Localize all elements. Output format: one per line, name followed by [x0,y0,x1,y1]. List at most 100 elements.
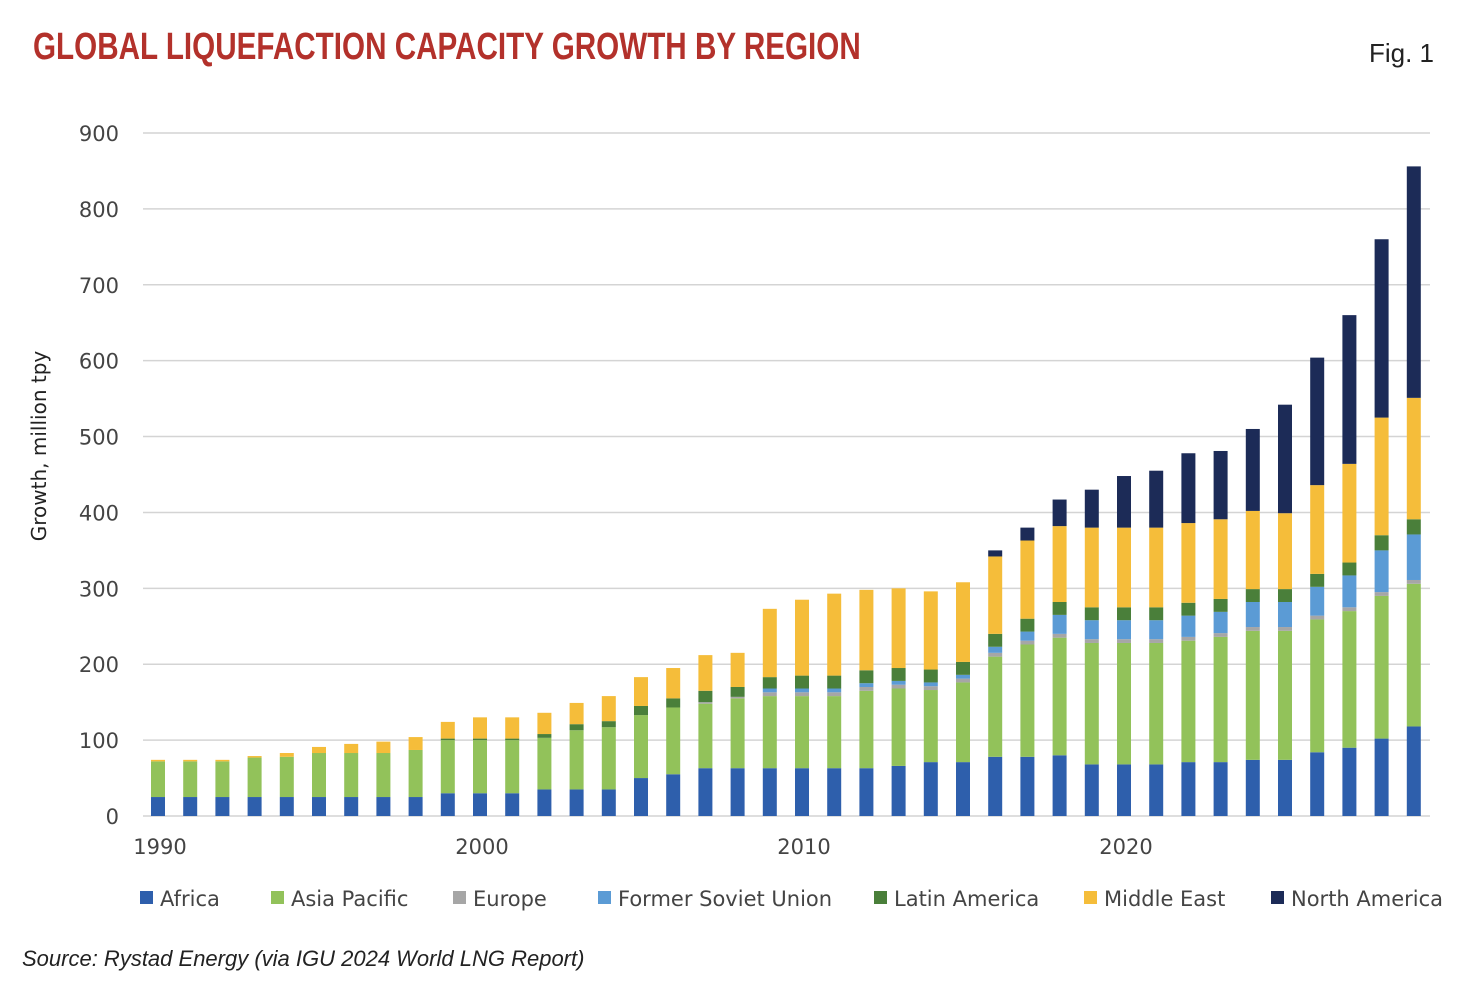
bar-segment-asia-pacific [440,740,455,794]
bar-stack-1994 [279,753,294,816]
bar-segment-asia-pacific [569,730,584,790]
bar-segment-former-soviet-union [1084,620,1099,640]
bar-stack-1992 [215,759,230,816]
bar-stack-2013 [891,588,906,816]
bar-segment-africa [666,774,681,816]
bar-segment-former-soviet-union [1310,586,1325,616]
bar-segment-north-america [1149,470,1164,528]
bar-segment-europe [1310,615,1325,620]
bar-segment-former-soviet-union [1342,575,1357,608]
bar-segment-middle-east [1278,513,1292,590]
bar-segment-asia-pacific [1117,642,1131,765]
bar-segment-middle-east [762,608,777,678]
bar-segment-asia-pacific [1181,640,1196,763]
bar-segment-africa [1374,738,1389,816]
bar-segment-africa [1245,759,1260,816]
bar-segment-middle-east [1374,417,1389,536]
bar-segment-africa [795,768,809,816]
bar-segment-asia-pacific [1213,636,1228,763]
bar-segment-former-soviet-union [859,683,874,687]
legend-item: Europe [453,887,547,911]
bar-segment-former-soviet-union [1278,601,1292,628]
bar-stack-2015 [956,582,970,816]
bar-stack-1996 [344,743,359,816]
bar-segment-north-america [1310,357,1325,486]
bar-segment-asia-pacific [1342,611,1357,748]
bar-segment-former-soviet-union [795,688,809,693]
bar-segment-latin-america [1310,573,1325,587]
bar-segment-middle-east [408,737,423,750]
bar-segment-latin-america [569,724,584,731]
bar-segment-africa [376,797,391,816]
bar-segment-latin-america [1052,601,1067,615]
bar-segment-latin-america [859,670,874,684]
bar-stack-2003 [569,702,584,816]
bar-segment-latin-america [1342,562,1357,576]
bar-segment-latin-america [1278,589,1292,602]
bar-segment-middle-east [569,702,584,725]
bar-segment-middle-east [312,746,326,754]
bar-segment-asia-pacific [859,690,874,769]
figure-label: Fig. 1 [1368,38,1434,68]
bar-stack-2027 [1342,315,1357,816]
bar-segment-europe [1084,639,1099,643]
legend-label: Asia Pacific [291,887,408,911]
bar-stack-2019 [1084,489,1099,816]
legend-label: Former Soviet Union [618,887,832,911]
bar-segment-north-america [988,550,1003,557]
y-tick-labels: 0 100 200 300 400 500 600 700 800 900 [79,122,119,829]
bar-segment-asia-pacific [344,753,359,798]
legend-item: North America [1271,887,1443,911]
bar-segment-middle-east [601,696,616,722]
bar-segment-latin-america [956,661,970,675]
legend-swatch [1084,891,1097,904]
bar-stack-2001 [505,717,520,816]
y-tick-label: 700 [79,274,119,298]
bar-segment-asia-pacific [634,715,648,779]
bar-segment-middle-east [730,652,745,687]
bar-segment-africa [601,789,616,816]
bar-segment-middle-east [1084,527,1099,608]
bar-segment-africa [1052,755,1067,816]
bar-segment-africa [923,762,938,816]
bar-segment-former-soviet-union [1406,534,1421,580]
bar-stack-1999 [440,721,455,816]
bar-segment-north-america [1213,450,1228,520]
legend-swatch [874,891,887,904]
bar-segment-asia-pacific [795,696,809,769]
bar-segment-africa [827,768,842,816]
bar-segment-europe [956,678,970,683]
bar-segment-latin-america [1117,607,1131,621]
bar-segment-africa [279,797,294,816]
bar-segment-middle-east [827,593,842,676]
bar-segment-europe [1020,640,1035,645]
bar-stack-2005 [634,677,648,816]
bar-segment-africa [569,789,584,816]
y-tick-label: 100 [79,729,119,753]
bar-stack-2011 [827,593,842,816]
bar-stack-2017 [1020,527,1035,816]
bar-segment-africa [1342,747,1357,816]
bar-stack-2004 [601,696,616,816]
legend-item: Asia Pacific [271,887,408,911]
bar-stack-2029 [1406,166,1421,816]
chart-title: GLOBAL LIQUEFACTION CAPACITY GROWTH BY R… [33,26,861,68]
bar-segment-middle-east [891,588,906,669]
bar-segment-europe [827,692,842,697]
bar-segment-africa [698,768,713,816]
bar-segment-latin-america [795,675,809,689]
bar-segment-asia-pacific [408,749,423,798]
legend-item: Latin America [874,887,1039,911]
bar-segment-africa [473,793,487,816]
bar-segment-europe [698,702,713,704]
bar-segment-middle-east [1117,527,1131,608]
bar-segment-asia-pacific [698,703,713,769]
bar-segment-africa [505,793,520,816]
bar-segment-latin-america [1213,598,1228,612]
bar-segment-asia-pacific [1245,630,1260,760]
bar-segment-africa [440,793,455,816]
bar-segment-europe [1342,607,1357,612]
bar-segment-latin-america [698,690,713,703]
bar-segment-africa [537,789,552,816]
bar-segment-former-soviet-union [923,682,938,687]
